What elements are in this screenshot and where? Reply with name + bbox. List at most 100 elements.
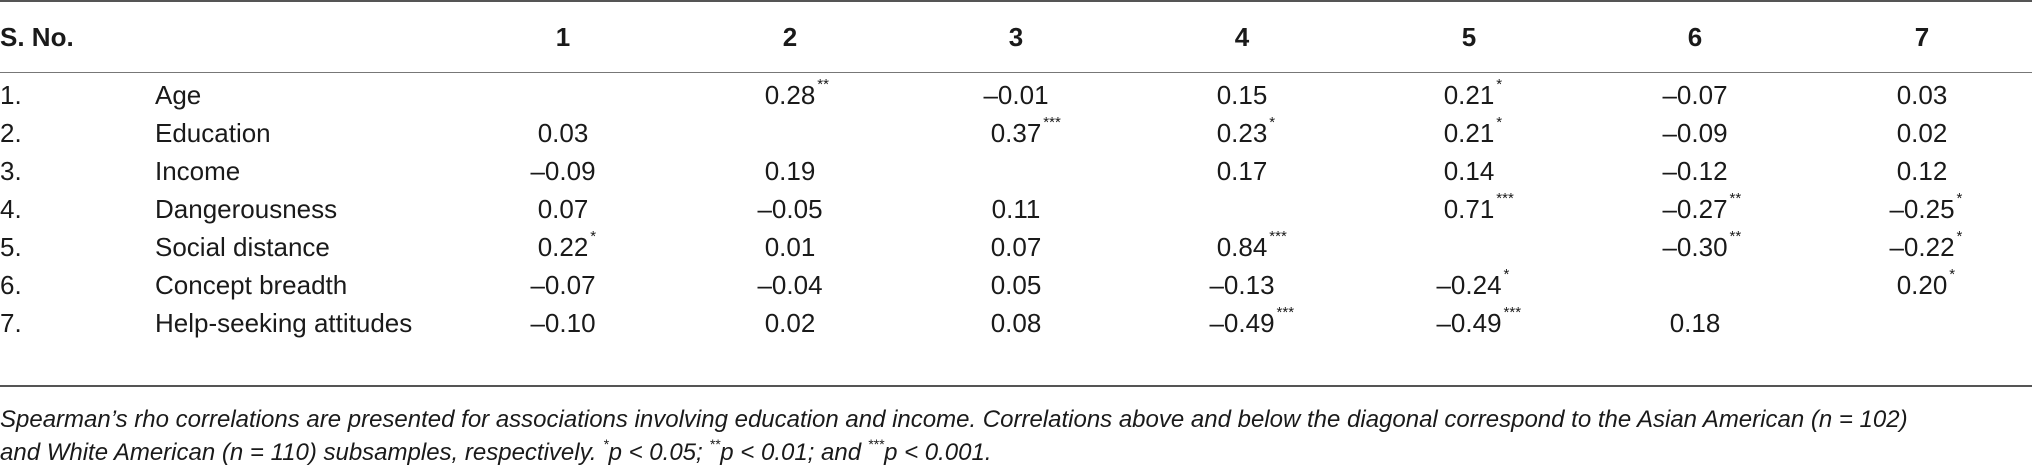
correlation-value: –0.25	[1889, 194, 1955, 224]
correlation-value: 0.15	[1216, 80, 1268, 110]
header-col-7: 7	[1914, 22, 1930, 52]
correlation-value: –0.30	[1662, 232, 1728, 262]
correlation-cell: –0.25 *	[1889, 191, 1962, 224]
correlation-cell: –0.07	[530, 270, 595, 300]
significance-stars: **	[1729, 228, 1742, 245]
correlation-cell: –0.09	[1662, 118, 1727, 148]
correlation-cell: 0.08	[991, 308, 1042, 338]
correlation-value: 0.17	[1216, 156, 1268, 186]
correlation-cell: 0.21 *	[1444, 115, 1502, 148]
correlation-cell: 0.37 ***	[990, 115, 1061, 148]
correlation-value: –0.22	[1889, 232, 1955, 262]
correlation-value: 0.28	[764, 80, 816, 110]
header-col-2: 2	[782, 22, 798, 52]
correlation-value: 0.03	[537, 118, 589, 148]
row-number: 2.	[0, 118, 22, 148]
correlation-value: –0.05	[757, 194, 823, 224]
correlation-value: –0.49	[1209, 308, 1275, 338]
correlation-cell: –0.24 *	[1436, 267, 1509, 300]
correlation-cell: –0.10	[530, 308, 595, 338]
significance-stars: ***	[1496, 190, 1514, 207]
header-sno: S. No.	[0, 22, 74, 52]
correlation-cell: 0.28 **	[764, 77, 829, 110]
correlation-value: 0.02	[764, 308, 816, 338]
correlation-value: –0.04	[757, 270, 823, 300]
correlation-value: 0.14	[1443, 156, 1495, 186]
sig1-mark: *	[603, 436, 609, 452]
significance-stars: *	[1496, 114, 1503, 131]
correlation-value: 0.20	[1896, 270, 1948, 300]
table-bottom-rule	[0, 385, 2032, 387]
correlation-cell: 0.22 *	[537, 229, 596, 262]
row-number: 7.	[0, 308, 22, 338]
correlation-value: 0.23	[1216, 118, 1268, 148]
sig2-mark: **	[709, 436, 721, 452]
significance-stars: ***	[1269, 228, 1287, 245]
correlation-cell: 0.15	[1217, 80, 1268, 110]
correlation-cell: 0.14	[1444, 156, 1495, 186]
correlation-cell: –0.13	[1209, 270, 1274, 300]
correlation-value: –0.24	[1436, 270, 1502, 300]
row-variable-label: Dangerousness	[155, 194, 338, 224]
correlation-value: 0.84	[1216, 232, 1268, 262]
correlation-cell: 0.84 ***	[1216, 229, 1287, 262]
correlation-value: –0.10	[530, 308, 596, 338]
correlation-value: –0.27	[1662, 194, 1728, 224]
correlation-cell: –0.01	[983, 80, 1048, 110]
correlation-value: 0.22	[537, 232, 589, 262]
significance-stars: *	[1269, 114, 1276, 131]
correlation-value: –0.12	[1662, 156, 1728, 186]
correlation-value: –0.13	[1209, 270, 1275, 300]
correlation-value: –0.01	[983, 80, 1049, 110]
significance-stars: ***	[1503, 304, 1522, 321]
significance-stars: **	[1729, 190, 1742, 207]
correlation-value: –0.07	[530, 270, 596, 300]
row-variable-label: Help-seeking attitudes	[155, 308, 413, 338]
correlation-cell: –0.27 **	[1662, 191, 1741, 224]
row-variable-label: Income	[155, 156, 241, 186]
significance-stars: *	[1956, 190, 1963, 207]
correlation-value: 0.37	[990, 118, 1042, 148]
row-variable-label: Education	[155, 118, 271, 148]
correlation-cell: 0.11	[992, 194, 1041, 224]
correlation-cell: 0.18	[1670, 308, 1721, 338]
correlation-cell: –0.07	[1662, 80, 1727, 110]
correlation-cell: 0.71 ***	[1443, 191, 1514, 224]
correlation-value: 0.05	[990, 270, 1042, 300]
correlation-value: 0.03	[1896, 80, 1948, 110]
header-col-3: 3	[1008, 22, 1024, 52]
correlation-value: 0.02	[1896, 118, 1948, 148]
row-number: 5.	[0, 232, 22, 262]
correlation-cell: 0.07	[991, 232, 1042, 262]
correlation-cell: 0.23 *	[1216, 115, 1275, 148]
correlation-value: 0.08	[990, 308, 1042, 338]
row-variable-label: Social distance	[155, 232, 330, 262]
significance-stars: *	[1503, 266, 1510, 283]
correlation-value: –0.09	[1662, 118, 1728, 148]
correlation-cell: 0.17	[1217, 156, 1268, 186]
significance-stars: *	[590, 228, 597, 245]
correlation-value: 0.71	[1443, 194, 1495, 224]
header-col-4: 4	[1234, 22, 1250, 52]
table-top-rule	[0, 0, 2032, 2]
correlation-value: –0.09	[530, 156, 596, 186]
correlation-value: 0.18	[1669, 308, 1721, 338]
correlation-cell: 0.03	[538, 118, 589, 148]
correlation-value: 0.07	[537, 194, 589, 224]
correlation-cell: –0.49 ***	[1436, 305, 1521, 338]
significance-stars: ***	[1043, 114, 1061, 131]
row-number: 3.	[0, 156, 22, 186]
correlation-value: 0.07	[990, 232, 1042, 262]
header-col-5: 5	[1461, 22, 1477, 52]
correlation-cell: –0.30 **	[1662, 229, 1741, 262]
sig1-text: p < 0.05;	[608, 439, 710, 466]
correlation-cell: 0.01	[765, 232, 816, 262]
correlation-value: 0.19	[764, 156, 816, 186]
row-number: 4.	[0, 194, 22, 224]
significance-stars: ***	[1276, 304, 1295, 321]
correlation-cell: 0.02	[1897, 118, 1948, 148]
table-header-rule	[0, 72, 2032, 73]
correlation-cell: –0.09	[530, 156, 595, 186]
header-col-1: 1	[555, 22, 571, 52]
sig3-text: p < 0.001.	[884, 439, 992, 466]
